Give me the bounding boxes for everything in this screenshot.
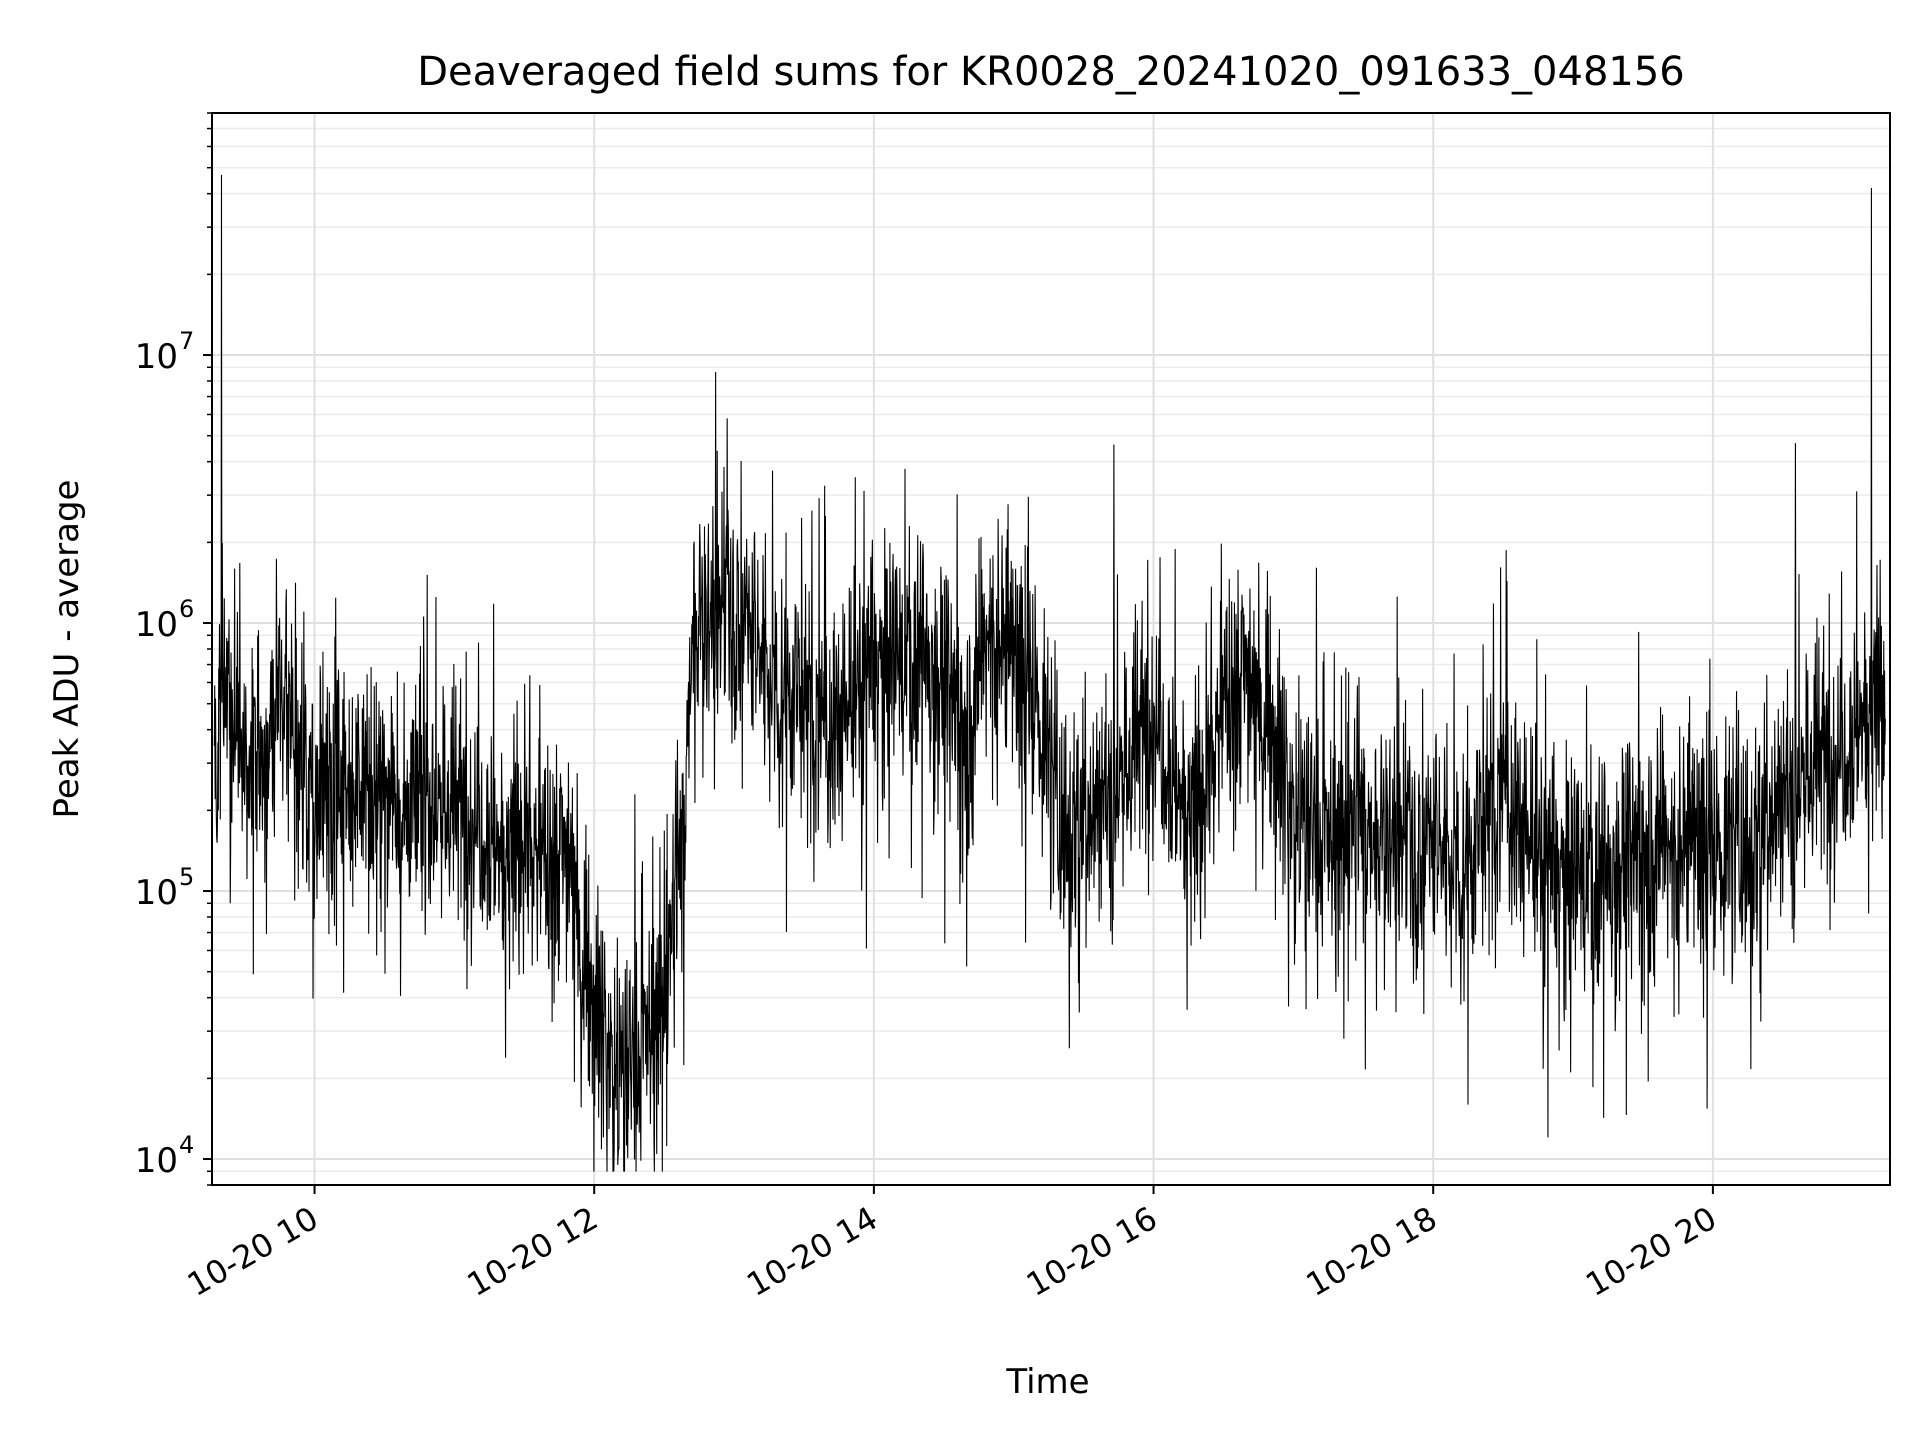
series-line [213,174,1886,1172]
y-tick-base: 10 [135,605,178,645]
chart-title: Deaveraged field sums for KR0028_2024102… [417,49,1685,95]
y-tick-exponent: 7 [179,327,194,355]
x-axis-label: Time [1005,1362,1089,1402]
y-minor-ticks [207,112,212,1186]
y-tick-label: 10 [135,605,178,645]
y-axis-label: Peak ADU - average [47,480,87,819]
y-tick-label: 10 [135,1141,178,1181]
y-tick-base: 10 [135,337,178,377]
y-tick-label: 10 [135,873,178,913]
y-tick-label: 10 [135,337,178,377]
y-tick-base: 10 [135,1141,178,1181]
y-tick-exponent: 6 [179,595,194,623]
y-tick-exponent: 5 [179,863,194,891]
y-tick-base: 10 [135,873,178,913]
data-trace [213,174,1886,1172]
y-tick-exponent: 4 [179,1131,194,1159]
